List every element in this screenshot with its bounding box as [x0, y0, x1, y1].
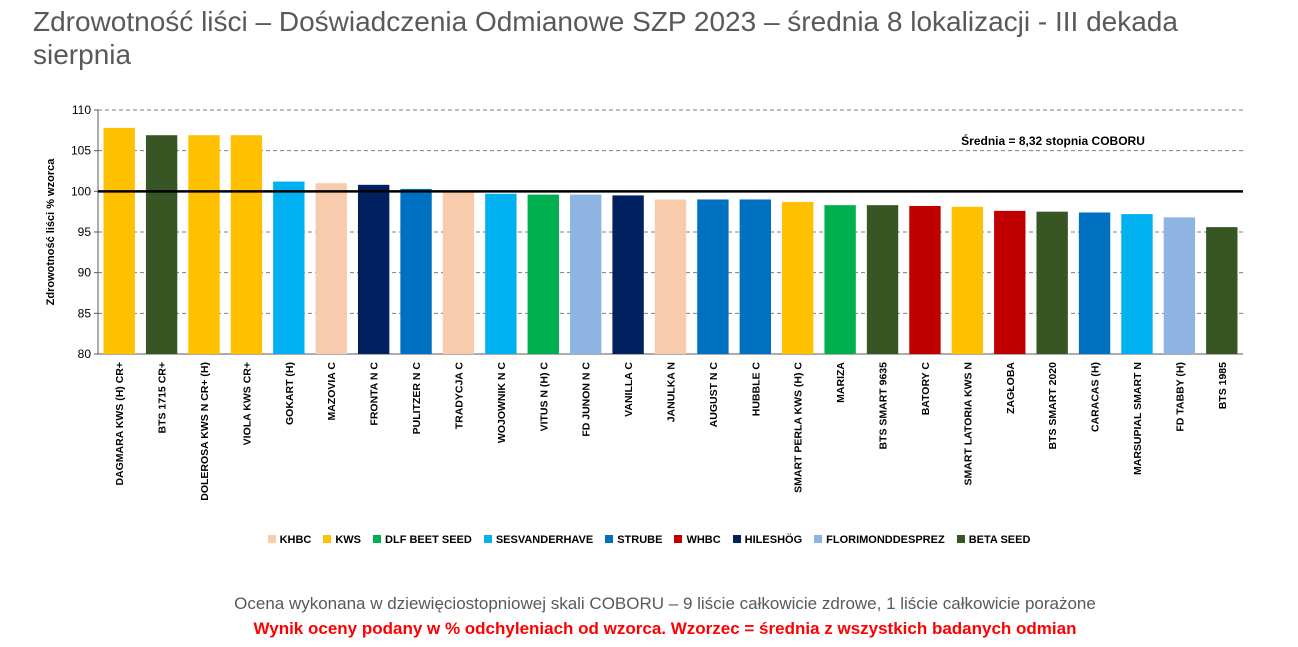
- category-label: BTS SMART 9635: [878, 362, 890, 450]
- legend-label: KHBC: [279, 534, 312, 546]
- legend-item: DLF BEET SEED: [373, 534, 472, 546]
- legend-label: KWS: [335, 534, 362, 546]
- bar: [1078, 212, 1111, 354]
- category-label: AUGUST N C: [708, 362, 720, 428]
- legend: KHBC KWS DLF BEET SEED SESVANDERHAVE STRUBE W…: [0, 534, 1298, 546]
- bar: [782, 201, 814, 354]
- category-label: CARACAS (H): [1090, 362, 1102, 432]
- legend-swatch: [267, 535, 276, 543]
- legend-label: STRUBE: [617, 534, 663, 546]
- category-label: SMART LATORIA KWS N: [962, 362, 974, 485]
- legend-label: BETA SEED: [968, 534, 1031, 546]
- category-label: FRONTA N C: [369, 362, 381, 426]
- bar: [400, 188, 432, 354]
- category-label: HUBBLE C: [750, 362, 762, 417]
- bar: [1206, 227, 1238, 354]
- category-label: BTS SMART 2020: [1047, 362, 1059, 450]
- legend-item: KWS: [323, 534, 361, 546]
- category-label: DAGMARA KWS (H) CR+: [114, 362, 126, 486]
- legend-swatch: [373, 535, 382, 543]
- bar: [951, 206, 984, 354]
- y-axis-label: Zdrowotność liści % wzorca: [45, 158, 57, 306]
- bar: [315, 183, 347, 354]
- bar: [485, 193, 517, 354]
- category-label: JANULKA N: [666, 362, 678, 422]
- bar: [994, 210, 1026, 354]
- legend-item: KHBC: [267, 534, 312, 546]
- category-label: BTS 1985: [1217, 362, 1229, 409]
- legend-item: HILESHÖG: [732, 534, 803, 546]
- y-tick-label: 90: [78, 266, 92, 280]
- legend-label: HILESHÖG: [744, 534, 803, 546]
- bar: [103, 127, 135, 354]
- bar: [230, 135, 263, 354]
- category-label: FD TABBY (H): [1174, 362, 1186, 432]
- bar: [1036, 211, 1068, 354]
- category-label: VITUS N (H) C: [538, 362, 550, 432]
- legend-item: FLORIMONDDESPREZ: [814, 534, 945, 546]
- bar: [866, 205, 899, 354]
- chart-title: Zdrowotność liści – Doświadczenia Odmian…: [33, 6, 1178, 70]
- y-tick-label: 95: [78, 225, 92, 239]
- result-note: Wynik oceny podany w % odchyleniach od w…: [253, 619, 1077, 638]
- category-label: VIOLA KWS CR+: [241, 362, 253, 445]
- category-label: MARSUPIAL SMART N: [1132, 362, 1144, 475]
- scale-note: Ocena wykonana w dziewięciostopniowej sk…: [234, 594, 1096, 613]
- bar: [273, 181, 305, 354]
- category-label: SMART PERLA KWS (H) C: [793, 362, 805, 493]
- bar-chart: 80 85 90 95 100 105 110 Zdrowotność liści % wzo…: [45, 103, 1243, 501]
- bar: [1121, 214, 1153, 354]
- bar: [442, 192, 475, 354]
- mean-annotation: Średnia = 8,32 stopnia COBORU: [961, 133, 1145, 148]
- category-label: BTS 1715 CR+: [157, 362, 169, 434]
- y-tick-label: 85: [78, 306, 92, 320]
- bar: [697, 199, 729, 354]
- legend-swatch: [323, 535, 332, 543]
- legend-label: FLORIMONDDESPREZ: [826, 534, 945, 546]
- bar: [654, 199, 687, 354]
- legend-item: WHBC: [674, 534, 721, 546]
- category-label: MARIZA: [835, 362, 847, 403]
- legend-item: BETA SEED: [956, 534, 1031, 546]
- legend-swatch: [956, 535, 965, 543]
- bar: [909, 205, 941, 354]
- legend-swatch: [605, 535, 614, 543]
- category-label: ZAGŁOBA: [1005, 362, 1017, 414]
- category-label: VANILLA C: [623, 362, 635, 417]
- bar: [188, 135, 220, 354]
- bar: [1163, 217, 1196, 354]
- bar: [145, 135, 178, 354]
- legend-item: STRUBE: [605, 534, 662, 546]
- y-tick-label: 80: [78, 347, 92, 361]
- legend-swatch: [674, 535, 683, 543]
- y-tick-label: 110: [72, 103, 91, 117]
- bar: [824, 205, 856, 354]
- category-label: TRADYCJA C: [453, 362, 465, 430]
- bar: [569, 194, 602, 354]
- category-label: DOLEROSA KWS N CR+ (H): [199, 362, 211, 501]
- category-label: MAZOVIA C: [326, 362, 338, 421]
- legend-label: DLF BEET SEED: [385, 534, 472, 546]
- bar: [739, 199, 772, 354]
- category-label: GOKART (H): [284, 362, 296, 425]
- legend-swatch: [483, 535, 492, 543]
- category-label: WOJOWNIK N C: [496, 362, 508, 443]
- legend-swatch: [732, 535, 741, 543]
- bar: [612, 195, 644, 354]
- category-label: BATORY C: [920, 362, 932, 416]
- bar: [357, 184, 390, 354]
- y-tick-label: 105: [71, 144, 91, 158]
- category-label: PULITZER N C: [411, 362, 423, 435]
- legend-label: SESVANDERHAVE: [495, 534, 594, 546]
- legend-item: SESVANDERHAVE: [483, 534, 594, 546]
- legend-swatch: [814, 535, 823, 543]
- bar: [527, 194, 559, 354]
- legend-label: WHBC: [686, 534, 721, 546]
- category-label: FD JUNON N C: [581, 362, 593, 437]
- y-tick-label: 100: [71, 184, 91, 198]
